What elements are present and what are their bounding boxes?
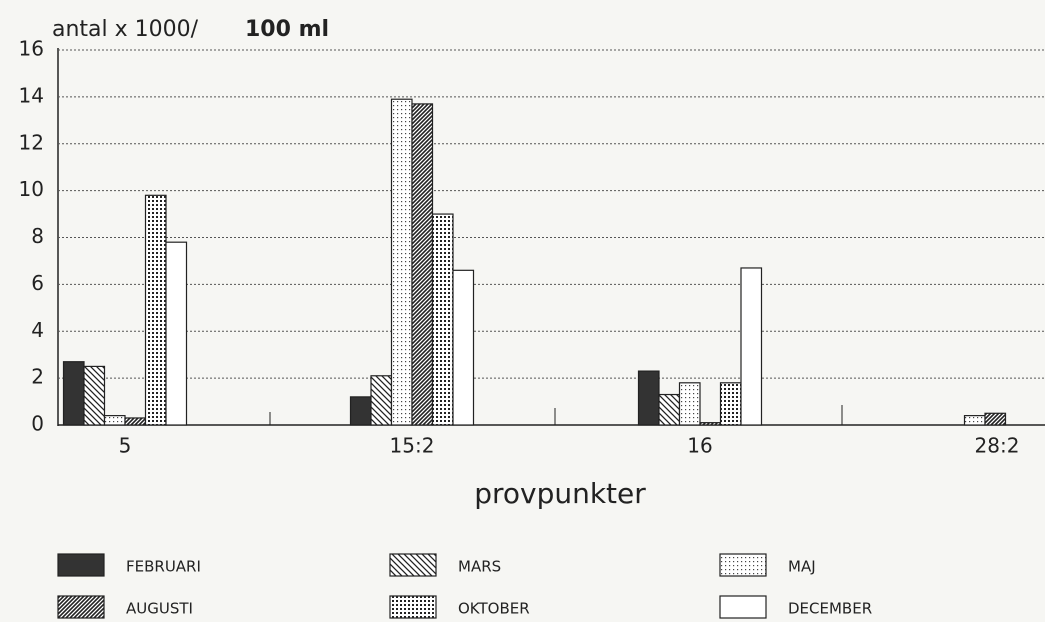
bar [658, 393, 681, 426]
bar [678, 382, 701, 426]
bar [984, 412, 1007, 426]
bar [103, 415, 126, 426]
y-tick-label: 8 [31, 224, 44, 248]
legend-swatch [57, 553, 105, 577]
legend-label: FEBRUARI [126, 558, 201, 576]
x-tick-label: 16 [687, 434, 712, 458]
bar [452, 269, 475, 426]
y-tick-label: 2 [31, 365, 44, 389]
y-tick-label: 6 [31, 271, 44, 295]
bar [411, 103, 434, 426]
y-axis-label: antal x 1000/ [52, 17, 199, 42]
legend-swatch [389, 553, 437, 577]
x-tick-label: 5 [119, 434, 132, 458]
legend-label: AUGUSTI [126, 600, 193, 618]
bar [963, 415, 986, 426]
bar [719, 382, 742, 426]
bar [370, 375, 393, 426]
bar [637, 370, 660, 426]
legend-swatch [719, 553, 767, 577]
legend-label: DECEMBER [788, 600, 872, 618]
bar [62, 361, 85, 426]
legend-label: MAJ [788, 558, 816, 576]
legend-label: OKTOBER [458, 600, 530, 618]
bar [144, 194, 167, 426]
y-tick-label: 4 [31, 318, 44, 342]
x-tick-label: 15:2 [390, 434, 435, 458]
x-axis-label: provpunkter [474, 477, 646, 510]
y-axis-unit: 100 ml [245, 17, 329, 42]
y-tick-label: 14 [19, 83, 44, 107]
legend-swatch [57, 595, 105, 619]
bar [431, 213, 454, 426]
y-tick-label: 16 [19, 37, 44, 61]
x-tick-label: 28:2 [975, 434, 1020, 458]
bar [165, 241, 188, 426]
bar [390, 98, 413, 426]
bar [83, 365, 106, 426]
legend-label: MARS [458, 558, 501, 576]
bar [124, 417, 147, 426]
bar [699, 422, 722, 426]
y-tick-label: 0 [31, 412, 44, 436]
legend-swatch [719, 595, 767, 619]
legend-swatch [389, 595, 437, 619]
y-tick-label: 12 [19, 130, 44, 154]
bar [349, 396, 372, 426]
bar [740, 267, 763, 426]
y-tick-label: 10 [19, 177, 44, 201]
